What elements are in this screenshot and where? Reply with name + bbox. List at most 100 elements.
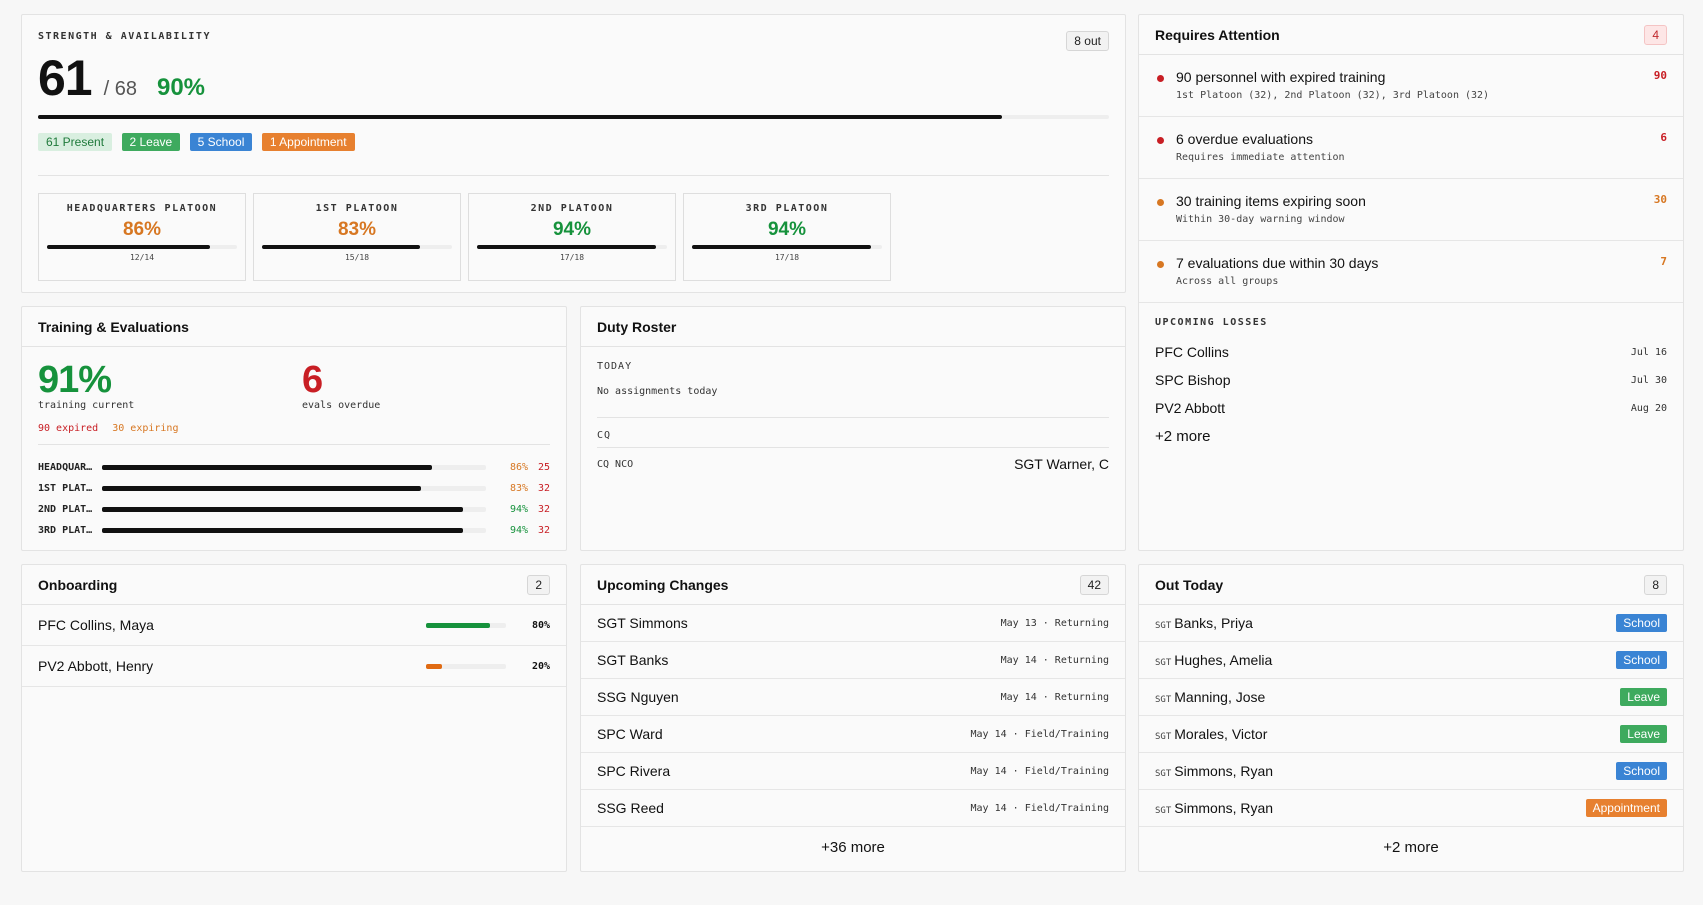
onboarding-card: Onboarding 2 PFC Collins, Maya 80% PV2 A…: [21, 564, 567, 872]
change-row[interactable]: SGT Banks May 14 · Returning: [581, 642, 1125, 679]
roster-body: TODAY No assignments today CQ CQ NCO SGT…: [581, 361, 1125, 472]
change-row[interactable]: SGT Simmons May 13 · Returning: [581, 605, 1125, 642]
change-row[interactable]: SSG Reed May 14 · Field/Training: [581, 790, 1125, 827]
platoon-bar: [47, 245, 237, 249]
attention-item-title: 6 overdue evaluations: [1176, 131, 1313, 147]
out-today-card: Out Today 8 SGT Banks, Priya School SGT Hug…: [1138, 564, 1684, 872]
strength-summary: 61 / 68 90%: [38, 49, 1109, 107]
change-row[interactable]: SPC Rivera May 14 · Field/Training: [581, 753, 1125, 790]
change-meta: May 14 · Returning: [1000, 691, 1109, 703]
out-row[interactable]: SGT Banks, Priya School: [1139, 605, 1683, 642]
leave-tag[interactable]: 2 Leave: [121, 133, 181, 151]
training-row[interactable]: 3RD PLAT… 94% 32: [38, 520, 550, 541]
today-label: TODAY: [597, 361, 633, 372]
onboarding-name: PV2 Abbott, Henry: [38, 658, 154, 674]
loss-row[interactable]: SPC Bishop Jul 30: [1155, 366, 1667, 394]
out-name: Simmons, Ryan: [1174, 763, 1274, 779]
platoon-card-2nd[interactable]: 2ND PLATOON 94% 17/18: [468, 193, 676, 281]
changes-more-link[interactable]: +36 more: [821, 838, 885, 856]
strength-bar-fill: [38, 115, 1002, 119]
training-current-caption: training current: [38, 400, 135, 411]
attention-item[interactable]: 7 evaluations due within 30 days Across …: [1139, 241, 1683, 303]
attention-item-count: 7: [1660, 255, 1667, 268]
training-row-name: 3RD PLAT…: [38, 525, 93, 536]
loss-row[interactable]: PV2 Abbott Aug 20: [1155, 394, 1667, 422]
platoon-card-hq[interactable]: HEADQUARTERS PLATOON 86% 12/14: [38, 193, 246, 281]
training-row-overdue: 32: [537, 504, 550, 515]
warning-dot-icon: [1157, 261, 1164, 268]
loss-row[interactable]: PFC Collins Jul 16: [1155, 338, 1667, 366]
evals-overdue-caption: evals overdue: [302, 400, 381, 411]
attention-item-title: 90 personnel with expired training: [1176, 69, 1386, 85]
onboarding-progress-fill: [426, 663, 442, 669]
onboarding-count-badge: 2: [527, 574, 550, 595]
out-today-more-link[interactable]: +2 more: [1383, 838, 1439, 856]
training-current-stat: 91% training current: [38, 359, 302, 411]
training-evaluations-card: Training & Evaluations 91% training curr…: [21, 306, 567, 551]
attention-title: Requires Attention: [1155, 26, 1280, 43]
attention-item-sub: Within 30-day warning window: [1176, 214, 1345, 225]
training-row-bar: [101, 486, 487, 491]
attention-item-sub: Across all groups: [1176, 276, 1279, 287]
training-row[interactable]: 1ST PLAT… 83% 32: [38, 478, 550, 499]
attention-item-title: 7 evaluations due within 30 days: [1176, 255, 1379, 271]
training-row-overdue: 25: [537, 462, 550, 473]
onboarding-row[interactable]: PV2 Abbott, Henry 20%: [22, 646, 566, 687]
training-row-bar-fill: [101, 528, 464, 533]
school-tag[interactable]: 5 School: [189, 133, 253, 151]
platoon-fraction: 17/18: [774, 253, 800, 262]
out-rank: SGT: [1155, 658, 1172, 668]
status-badge: School: [1616, 762, 1667, 780]
appointment-tag[interactable]: 1 Appointment: [261, 133, 355, 151]
onboarding-percent: 20%: [531, 660, 550, 672]
evals-overdue-count: 6: [302, 359, 323, 401]
onboarding-row[interactable]: PFC Collins, Maya 80%: [22, 605, 566, 646]
requires-attention-card: Requires Attention 4 90 personnel with e…: [1138, 14, 1684, 551]
training-row[interactable]: 2ND PLAT… 94% 32: [38, 499, 550, 520]
out-row[interactable]: SGT Hughes, Amelia School: [1139, 642, 1683, 679]
training-row-name: HEADQUAR…: [38, 462, 93, 473]
status-tags: 61 Present 2 Leave 5 School 1 Appointmen…: [38, 133, 1109, 151]
out-badge[interactable]: 8 out: [1066, 31, 1109, 51]
out-name: Manning, Jose: [1174, 689, 1266, 705]
training-row-bar-fill: [101, 486, 421, 491]
platoon-card-3rd[interactable]: 3RD PLATOON 94% 17/18: [683, 193, 891, 281]
roster-header: Duty Roster: [581, 307, 1125, 347]
present-tag[interactable]: 61 Present: [38, 133, 113, 151]
training-body: 91% training current 6 evals overdue 90 …: [22, 347, 566, 541]
training-current-percent: 91%: [38, 359, 112, 401]
alert-dot-icon: [1157, 75, 1164, 82]
attention-item-count: 30: [1653, 193, 1667, 206]
out-row[interactable]: SGT Morales, Victor Leave: [1139, 716, 1683, 753]
upcoming-losses: UPCOMING LOSSES PFC Collins Jul 16 SPC B…: [1139, 303, 1683, 445]
out-row[interactable]: SGT Simmons, Ryan Appointment: [1139, 790, 1683, 827]
divider: [597, 417, 1109, 418]
status-badge: School: [1616, 614, 1667, 632]
training-row[interactable]: HEADQUAR… 86% 25: [38, 457, 550, 478]
training-row-overdue: 32: [537, 483, 550, 494]
out-today-header: Out Today 8: [1139, 565, 1683, 605]
losses-more-link[interactable]: +2 more: [1155, 428, 1211, 445]
changes-title: Upcoming Changes: [597, 576, 729, 593]
out-row[interactable]: SGT Simmons, Ryan School: [1139, 753, 1683, 790]
cq-nco-row[interactable]: CQ NCO SGT Warner, C: [597, 456, 1109, 472]
attention-item[interactable]: 30 training items expiring soon Within 3…: [1139, 179, 1683, 241]
today-empty-text: No assignments today: [597, 386, 718, 397]
strength-label: STRENGTH & AVAILABILITY: [38, 31, 211, 42]
platoon-bar-fill: [262, 245, 420, 249]
roster-title: Duty Roster: [597, 318, 677, 335]
out-name: Simmons, Ryan: [1174, 800, 1274, 816]
out-row[interactable]: SGT Manning, Jose Leave: [1139, 679, 1683, 716]
attention-item[interactable]: 90 personnel with expired training 1st P…: [1139, 55, 1683, 117]
onboarding-name: PFC Collins, Maya: [38, 617, 154, 633]
platoon-card-1st[interactable]: 1ST PLATOON 83% 15/18: [253, 193, 461, 281]
out-name: Banks, Priya: [1174, 615, 1253, 631]
training-row-bar: [101, 465, 487, 470]
training-row-name: 1ST PLAT…: [38, 483, 93, 494]
change-row[interactable]: SPC Ward May 14 · Field/Training: [581, 716, 1125, 753]
platoon-bar: [477, 245, 667, 249]
attention-item-title: 30 training items expiring soon: [1176, 193, 1366, 209]
cq-role: CQ NCO: [597, 458, 634, 470]
attention-item[interactable]: 6 overdue evaluations Requires immediate…: [1139, 117, 1683, 179]
change-row[interactable]: SSG Nguyen May 14 · Returning: [581, 679, 1125, 716]
